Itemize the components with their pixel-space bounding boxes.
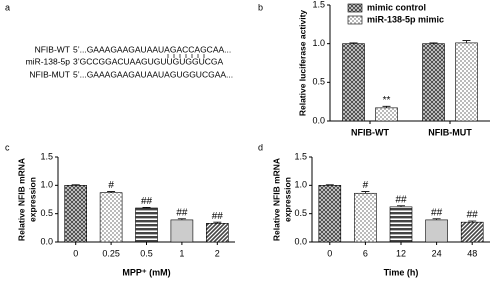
sequence-name: NFIB-WT [35, 44, 70, 54]
bar [375, 107, 398, 122]
panel-label: a [5, 2, 10, 12]
y-tick-label: 0.5 [312, 77, 325, 87]
y-axis-label: Relative luciferase activity [297, 10, 307, 117]
x-tick-label: NFIB-MUT [428, 127, 472, 137]
sequence: 5’...GAAAGAAGAUAAUAGACCAGCAA... [73, 44, 231, 54]
y-tick-label: 0.0 [40, 236, 53, 246]
bar [389, 206, 413, 243]
bar [318, 185, 342, 243]
bar [64, 185, 87, 243]
bar [460, 221, 484, 243]
error-bar [325, 184, 334, 186]
y-tick-label: 1.0 [312, 38, 325, 48]
x-axis-label: MPP⁺ (mM) [122, 267, 170, 277]
panel-label: b [258, 2, 263, 12]
significance-label: ** [383, 95, 391, 106]
y-tick-label: 1.5 [294, 151, 307, 161]
legend-label: mimic control [367, 2, 426, 12]
significance-label: # [363, 180, 369, 191]
error-bar [462, 40, 471, 43]
x-tick-label: 0.5 [140, 248, 153, 258]
error-bar [397, 205, 405, 207]
bar [425, 219, 448, 243]
x-tick-label: 0 [73, 248, 78, 258]
y-tick-label: 1.0 [40, 180, 53, 190]
error-bar [142, 207, 151, 208]
y-tick-label: 0.0 [294, 236, 307, 246]
bar [354, 192, 377, 243]
y-axis-label: Relative NFIB mRNA [271, 158, 281, 241]
x-tick-label: 1 [179, 248, 184, 258]
y-tick-label: 0.5 [294, 208, 307, 218]
y-axis-label: Relative NFIB mRNA [16, 158, 26, 241]
significance-label: ## [395, 194, 407, 205]
x-tick-label: 2 [215, 248, 220, 258]
bar [206, 223, 229, 243]
sequence: 5’...GAAAGAAGAUAAUAGUGGUCGAA... [73, 69, 233, 79]
bar [342, 43, 365, 122]
panel-label: d [258, 142, 263, 152]
x-tick-label: NFIB-WT [351, 127, 389, 137]
legend-label: miR-138-5p mimic [367, 14, 444, 24]
error-bar [107, 191, 116, 193]
error-bar [432, 218, 441, 220]
x-tick-label: 0.25 [102, 248, 120, 258]
bar [135, 207, 158, 243]
error-bar [468, 220, 477, 223]
x-tick-label: 48 [467, 248, 477, 258]
significance-label: ## [467, 210, 479, 221]
x-tick-label: 24 [432, 248, 442, 258]
significance-label: ## [176, 207, 188, 218]
panel-label: c [5, 142, 10, 152]
error-bar [361, 191, 370, 194]
y-axis-label: expression [282, 177, 292, 222]
bar [422, 43, 445, 122]
y-tick-label: 0.0 [312, 115, 325, 125]
y-axis-label: expression [27, 177, 37, 222]
error-bar [213, 221, 222, 224]
y-tick-label: 1.5 [312, 0, 325, 9]
significance-label: ## [431, 207, 443, 218]
y-tick-label: 0.5 [40, 208, 53, 218]
sequence: 3’GCCGGACUAAGUGUUGUGGUCGA [73, 56, 224, 66]
bar [455, 42, 478, 122]
bar [99, 192, 123, 243]
x-tick-label: 12 [396, 248, 406, 258]
y-tick-label: 1.5 [40, 151, 53, 161]
error-bar [71, 184, 80, 186]
error-bar [382, 105, 391, 108]
x-tick-label: 0 [327, 248, 332, 258]
significance-label: ## [141, 196, 153, 207]
legend-swatch [347, 3, 363, 13]
significance-label: ## [212, 211, 224, 222]
pairing-lines [167, 54, 205, 58]
error-bar [349, 42, 358, 44]
error-bar [177, 218, 186, 220]
y-tick-label: 1.0 [294, 180, 307, 190]
error-bar [429, 42, 438, 44]
bar [170, 219, 194, 243]
significance-label: # [108, 180, 114, 191]
x-tick-label: 6 [363, 248, 368, 258]
x-axis-label: Time (h) [384, 267, 419, 277]
sequence-name: NFIB-MUT [29, 69, 70, 79]
sequence-name: miR-138-5p [26, 56, 71, 66]
legend-swatch [347, 15, 363, 25]
